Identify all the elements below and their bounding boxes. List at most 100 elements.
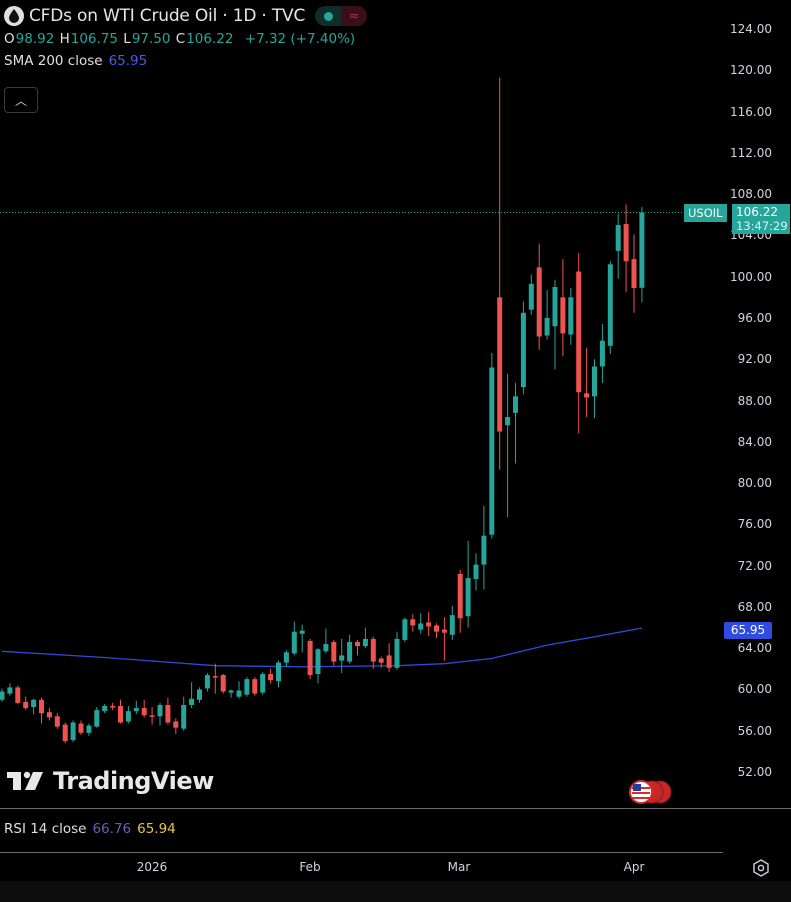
price-axis-label: 120.00 bbox=[730, 63, 772, 78]
tradingview-logo-icon bbox=[7, 771, 43, 790]
candle bbox=[244, 677, 250, 697]
candle bbox=[410, 614, 416, 632]
candle bbox=[347, 634, 353, 664]
candle-body bbox=[0, 691, 5, 700]
sma-legend[interactable]: SMA 200 close 65.95 bbox=[4, 53, 367, 69]
symbol-title[interactable]: CFDs on WTI Crude Oil · 1D · TVC bbox=[29, 6, 306, 26]
candle bbox=[355, 639, 360, 656]
chevron-up-icon: ︿ bbox=[14, 93, 27, 108]
candle-body bbox=[276, 662, 281, 682]
price-axis-label: 60.00 bbox=[737, 682, 772, 697]
candle-body bbox=[323, 644, 329, 652]
candle-body bbox=[426, 622, 432, 627]
candle bbox=[149, 707, 155, 725]
candle bbox=[54, 713, 60, 729]
market-status[interactable]: ≈ bbox=[315, 6, 368, 26]
candle bbox=[133, 700, 139, 715]
candle-body bbox=[181, 704, 187, 729]
candle bbox=[236, 681, 242, 699]
candle bbox=[568, 288, 574, 345]
candle-body bbox=[584, 393, 590, 398]
collapse-legend-button[interactable]: ︿ bbox=[4, 87, 38, 113]
low-value: 97.50 bbox=[131, 31, 171, 47]
candle-body bbox=[39, 699, 44, 714]
candle bbox=[481, 505, 487, 590]
candle bbox=[125, 705, 131, 724]
bar-countdown: 13:47:29 bbox=[736, 219, 788, 233]
candle bbox=[592, 359, 597, 419]
candle-body bbox=[386, 655, 392, 668]
candle bbox=[118, 699, 123, 724]
candle-body bbox=[347, 642, 353, 662]
candle bbox=[615, 213, 621, 279]
candle-body bbox=[465, 578, 471, 617]
rsi-label: RSI 14 close bbox=[4, 821, 87, 837]
price-axis-label: 116.00 bbox=[730, 104, 772, 119]
time-label-2026: 2026 bbox=[136, 860, 168, 874]
candle-body bbox=[236, 690, 242, 697]
candle bbox=[339, 638, 345, 673]
candle bbox=[457, 569, 463, 633]
economic-events-icon[interactable] bbox=[628, 779, 672, 809]
candle-body bbox=[283, 652, 289, 663]
candle-body bbox=[520, 312, 526, 388]
candle-body bbox=[331, 642, 337, 662]
last-price-tag: 106.22 13:47:29 bbox=[732, 204, 790, 234]
candle-body bbox=[489, 367, 495, 535]
candle-body bbox=[434, 625, 439, 632]
candle-body bbox=[599, 340, 605, 367]
candle bbox=[552, 279, 558, 370]
candle bbox=[307, 638, 313, 680]
candle-body bbox=[86, 725, 92, 733]
time-axis-separator bbox=[0, 852, 723, 853]
candle bbox=[607, 261, 613, 355]
tradingview-logo[interactable]: TradingView bbox=[7, 767, 214, 795]
candle-body bbox=[94, 710, 100, 727]
price-axis-label: 100.00 bbox=[730, 269, 772, 284]
candle bbox=[7, 683, 13, 696]
rsi-legend[interactable]: RSI 14 close 66.76 65.94 bbox=[4, 821, 176, 837]
candle bbox=[94, 707, 100, 728]
candle-body bbox=[149, 715, 155, 717]
rsi-signal-value: 65.94 bbox=[137, 821, 176, 837]
ohlc-values: O98.92 H106.75 L97.50 C106.22 +7.32 (+7.… bbox=[4, 31, 367, 47]
candle-body bbox=[46, 712, 52, 718]
candle bbox=[323, 628, 329, 654]
price-axis-label: 72.00 bbox=[737, 558, 772, 573]
candle bbox=[497, 77, 503, 470]
candle-body bbox=[118, 705, 123, 723]
candle bbox=[639, 207, 645, 303]
candle-body bbox=[23, 701, 29, 709]
settings-gear-icon[interactable] bbox=[752, 859, 770, 877]
chart-legend: CFDs on WTI Crude Oil · 1D · TVC ≈ O98.9… bbox=[4, 4, 368, 69]
candle-body bbox=[402, 619, 408, 640]
candle bbox=[212, 663, 218, 694]
candle bbox=[268, 668, 274, 684]
candle bbox=[39, 697, 44, 724]
close-label: C bbox=[175, 31, 186, 47]
candle bbox=[315, 648, 321, 684]
candle-body bbox=[102, 705, 108, 712]
candle-body bbox=[315, 649, 321, 674]
candle-body bbox=[228, 690, 234, 693]
candle bbox=[362, 627, 368, 649]
candle-body bbox=[212, 676, 218, 678]
candle bbox=[544, 290, 550, 340]
candle-body bbox=[552, 287, 558, 327]
candle bbox=[449, 605, 455, 640]
candle-body bbox=[457, 573, 463, 619]
pane-separator[interactable] bbox=[0, 808, 791, 809]
candle bbox=[165, 697, 171, 725]
candle bbox=[157, 702, 163, 726]
candle-body bbox=[189, 698, 195, 705]
candle bbox=[386, 643, 392, 672]
candle bbox=[78, 720, 84, 735]
open-label: O bbox=[4, 31, 15, 47]
candle-body bbox=[157, 704, 163, 717]
candle bbox=[520, 301, 526, 395]
candle-body bbox=[623, 224, 629, 262]
candle bbox=[402, 617, 408, 643]
candle-body bbox=[497, 297, 503, 432]
candle bbox=[426, 612, 432, 636]
